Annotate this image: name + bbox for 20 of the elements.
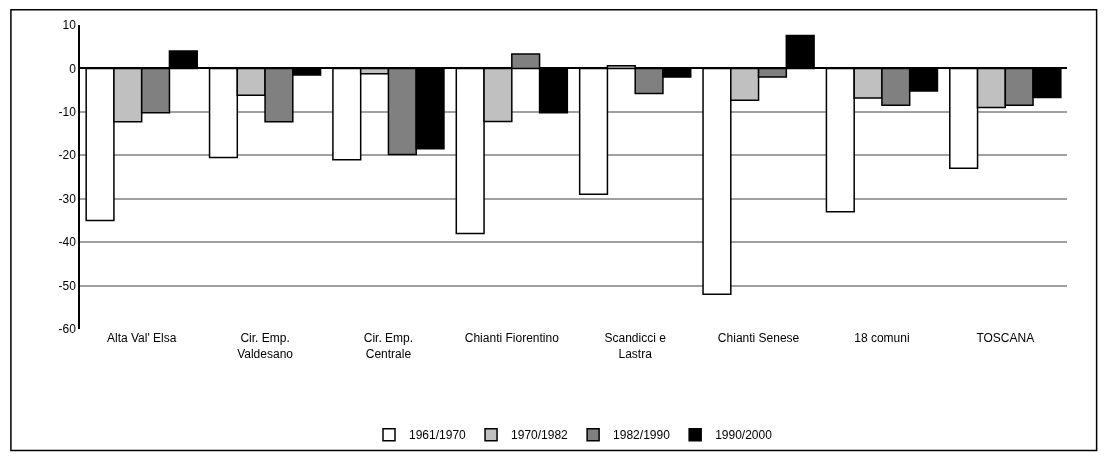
- x-tick-label: Alta Val' Elsa: [106, 331, 177, 345]
- x-tick-label: Chianti Fiorentino: [464, 331, 560, 345]
- y-tick-label: -10: [58, 105, 77, 120]
- y-tick-label: -60: [58, 322, 77, 337]
- x-tick-label: Scandicci e Lastra: [604, 331, 667, 361]
- x-tick-label: TOSCANA: [976, 331, 1035, 345]
- x-tick-label: 18 comuni: [854, 331, 910, 345]
- y-tick-label: -20: [58, 148, 77, 163]
- y-tick-label: -40: [58, 235, 77, 250]
- y-tick-label: -30: [58, 191, 77, 206]
- y-tick-label: 10: [62, 18, 77, 33]
- legend-label: 1990/2000: [715, 428, 773, 443]
- legend-label: 1961/1970: [409, 428, 467, 443]
- y-tick-label: 0: [69, 61, 77, 76]
- legend-label: 1982/1990: [613, 428, 671, 443]
- x-tick-label: Chianti Senese: [717, 331, 800, 345]
- x-tick-label: Cir. Emp. Centrale: [363, 331, 414, 361]
- legend-label: 1970/1982: [511, 428, 569, 443]
- y-tick-label: -50: [58, 278, 77, 293]
- x-tick-label: Cir. Emp. Valdesano: [237, 331, 294, 361]
